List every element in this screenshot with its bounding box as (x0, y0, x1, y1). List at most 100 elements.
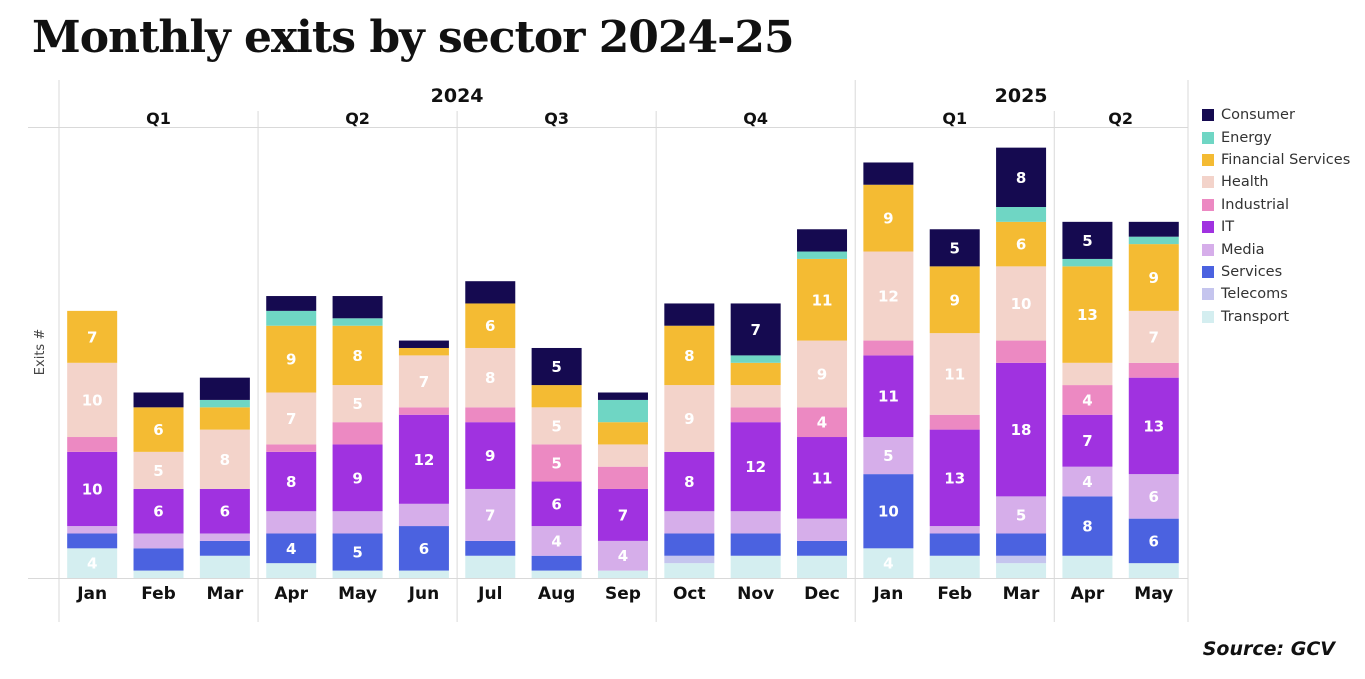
data-label: 11 (944, 365, 965, 383)
bar-segment (597, 488, 648, 541)
quarter-label: Q2 (345, 109, 370, 128)
bar-segment (664, 303, 715, 326)
x-tick-label: Jul (477, 584, 502, 604)
bar-segment (797, 340, 848, 408)
bar-segment (531, 570, 582, 578)
bar-segment (199, 377, 250, 400)
bar-stack: 4 6 5 5 5 (531, 347, 582, 578)
data-label: 6 (1149, 532, 1159, 550)
data-label: 8 (286, 473, 296, 491)
bar-segment (597, 466, 648, 489)
bar-segment (597, 422, 648, 445)
x-tick-label: Dec (804, 584, 840, 604)
data-label: 10 (82, 480, 103, 498)
legend-label: Transport (1221, 308, 1290, 325)
data-label: 5 (1082, 232, 1092, 250)
data-label: 7 (87, 328, 97, 346)
data-label: 4 (1082, 391, 1092, 409)
bar-stack: 6 6 13 7 9 (1128, 221, 1179, 578)
bar-segment (531, 555, 582, 571)
x-tick-label: Oct (673, 584, 706, 604)
data-label: 4 (817, 414, 827, 432)
bar-segment (996, 340, 1047, 363)
bar-segment (996, 266, 1047, 341)
x-tick-label: Feb (937, 584, 972, 604)
data-label: 13 (944, 469, 965, 487)
bar-segment (465, 488, 516, 541)
x-tick-label: Mar (206, 584, 243, 604)
data-label: 5 (950, 239, 960, 257)
bar-segment (664, 563, 715, 578)
quarter-label: Q3 (544, 109, 569, 128)
period-headers: Q1 Q2 Q3 Q4 2024 Q1 Q2 2025 (146, 85, 1133, 128)
data-label: 13 (1077, 306, 1098, 324)
bar-segment (929, 526, 980, 534)
data-label: 7 (750, 321, 760, 339)
bar-segment (332, 318, 383, 326)
bar-segment (67, 310, 118, 363)
bar-segment (1128, 221, 1179, 237)
bar-segment (1128, 563, 1179, 578)
bar-segment (133, 488, 184, 534)
bar-segment (863, 340, 914, 356)
legend-item: Telecoms (1202, 283, 1350, 305)
legend-swatch (1202, 310, 1214, 323)
bar-segment (929, 533, 980, 556)
data-label: 4 (883, 555, 893, 573)
legend-item: Transport (1202, 306, 1350, 328)
bar-segment (531, 385, 582, 408)
bar-segment (398, 570, 449, 578)
bar-stack: 68 (199, 377, 250, 578)
legend-swatch (1202, 265, 1214, 278)
legend-swatch (1202, 288, 1214, 301)
legend-swatch (1202, 109, 1214, 122)
data-label: 9 (684, 410, 694, 428)
bar-segment (266, 533, 317, 564)
bar-segment (996, 533, 1047, 556)
bar-segment (465, 540, 516, 556)
bar-segment (1128, 518, 1179, 564)
bar-segment (398, 355, 449, 408)
x-tick-label: Aug (538, 584, 575, 604)
bar-segment (597, 392, 648, 400)
bar-segment (266, 451, 317, 512)
data-label: 8 (220, 451, 230, 469)
bar-segment (863, 437, 914, 475)
bar-segment (67, 437, 118, 452)
bar-segment (929, 266, 980, 334)
bar-segment (730, 362, 781, 386)
bar-segment (996, 207, 1047, 222)
bar-segment (863, 355, 914, 438)
bar-segment (199, 555, 250, 578)
bar-segment (863, 184, 914, 252)
y-axis-label: Exits # (33, 329, 48, 375)
bar-segment (1062, 466, 1113, 497)
data-label: 11 (878, 388, 899, 406)
quarter-label: Q1 (146, 109, 171, 128)
data-label: 9 (1149, 269, 1159, 287)
bar-segment (1062, 414, 1113, 467)
bar-segment (199, 407, 250, 430)
bar-segment (863, 162, 914, 185)
bar-stack: 13 11 9 5 (929, 229, 980, 578)
legend-swatch (1202, 198, 1214, 211)
bar-segment (67, 362, 118, 438)
bar-segment (398, 340, 449, 348)
bar-segment (863, 251, 914, 341)
legend-label: Energy (1221, 129, 1272, 146)
bar-segment (1128, 377, 1179, 475)
legend-swatch (1202, 221, 1214, 234)
bar-segment (1062, 385, 1113, 415)
data-label: 6 (153, 421, 163, 439)
legend-item: Industrial (1202, 194, 1350, 216)
data-label: 5 (153, 462, 163, 480)
data-label: 10 (82, 391, 103, 409)
source-note: Source: GCV (1202, 638, 1335, 660)
bar-segment (133, 533, 184, 549)
gridlines (28, 80, 1189, 622)
bar-segment (332, 325, 383, 386)
bar-segment (797, 258, 848, 341)
legend-swatch (1202, 176, 1214, 189)
bar-segment (1062, 555, 1113, 578)
